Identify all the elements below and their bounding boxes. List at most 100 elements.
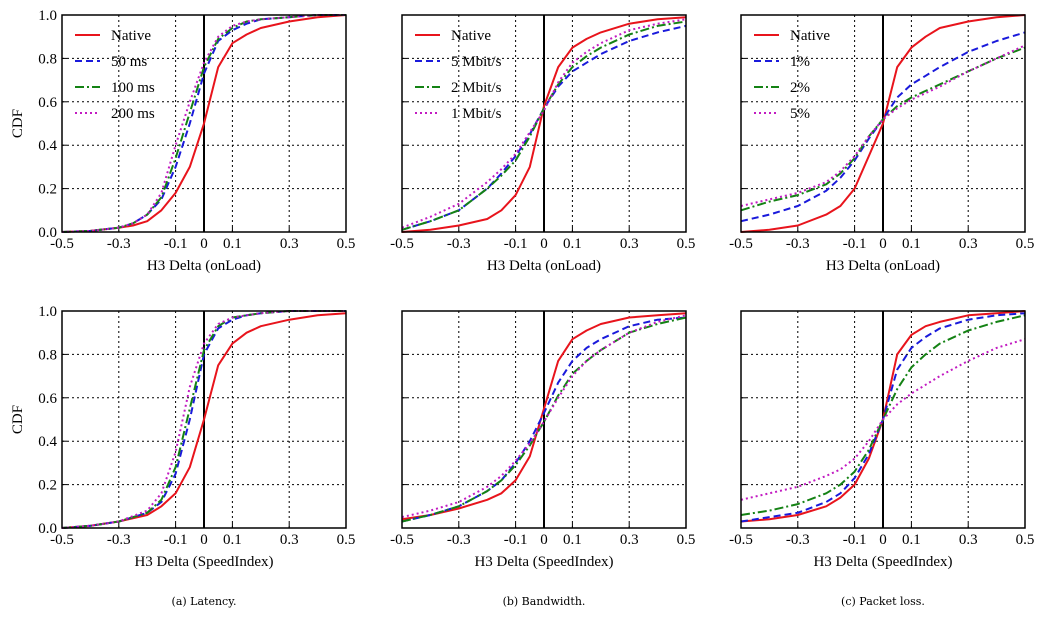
series-line-3 [740,46,1026,212]
series-line-1 [61,14,347,233]
chart-panels: -0.5 -0.3 -0.1 0 0.1 0.3 0.5 0.0 0.2 0.4 0.6 0.8 1.0… [10,8,1034,570]
series-line-3 [401,316,687,523]
x-axis-label: H3 Delta (SpeedIndex) [134,554,273,570]
series-line-4 [401,18,687,229]
x-tick-label: 0.1 [902,236,921,252]
plot-frame [740,14,1026,233]
x-axis-label: H3 Delta (SpeedIndex) [813,554,952,570]
x-tick-label: 0.5 [677,236,696,252]
x-tick-label: -0.3 [447,236,471,252]
y-tick-label: 0.2 [38,182,57,198]
x-axis-label: H3 Delta (SpeedIndex) [474,554,613,570]
x-tick-label: 0.3 [959,532,978,548]
x-tick-label: -0.5 [50,236,74,252]
series-line-1 [740,14,1026,233]
x-tick-label: 0 [540,532,548,548]
x-tick-label: 0.1 [223,236,242,252]
x-tick-label: -0.1 [164,532,188,548]
x-tick-label: 0 [540,236,548,252]
x-tick-label: 0 [879,236,887,252]
chart-panel-5: -0.5 -0.3 -0.1 0 0.1 0.3 0.5 H3 Delta (SpeedInd… [390,310,696,570]
x-tick-label: -0.3 [786,236,810,252]
x-tick-label: 0.1 [223,532,242,548]
y-axis-label: CDF [10,405,26,434]
legend: Native 5 Mbit/s 2 Mbit/s 1 Mbit/s [415,28,502,122]
x-axis-label: H3 Delta (onLoad) [487,258,601,274]
x-tick-label: 0.5 [677,532,696,548]
chart-panel-1: -0.5 -0.3 -0.1 0 0.1 0.3 0.5 0.0 0.2 0.4 0.6 0.8 1.0… [10,8,355,274]
y-tick-label: 0.2 [38,478,57,494]
x-tick-label: -0.5 [50,532,74,548]
legend-label: Native [111,28,151,44]
x-tick-label: -0.3 [447,532,471,548]
x-tick-label: 0 [879,532,887,548]
plot-frame [61,14,347,233]
x-tick-label: 0.3 [620,236,639,252]
legend-label: 200 ms [111,106,155,122]
legend-label: 1% [790,54,810,70]
x-tick-label: -0.3 [107,532,131,548]
plot-frame [740,310,1026,529]
y-tick-label: 1.0 [38,8,57,24]
x-tick-label: -0.5 [390,236,414,252]
x-tick-label: 0.1 [902,532,921,548]
x-tick-label: -0.5 [390,532,414,548]
y-tick-label: 0.4 [38,434,57,450]
x-tick-label: 0.1 [563,236,582,252]
legend-label: 100 ms [111,80,155,96]
chart-panel-2: -0.5 -0.3 -0.1 0 0.1 0.3 0.5 H3 Delta (onLoad) N… [390,14,696,274]
chart-panel-6: -0.5 -0.3 -0.1 0 0.1 0.3 0.5 H3 Delta (SpeedInd… [729,310,1035,570]
x-tick-label: 0.1 [563,532,582,548]
y-tick-label: 1.0 [38,304,57,320]
series-line-4 [61,14,346,233]
y-tick-label: 0.6 [38,95,57,111]
chart-panel-4: -0.5 -0.3 -0.1 0 0.1 0.3 0.5 0.0 0.2 0.4 0.6 0.8 1.0… [10,304,355,570]
x-tick-label: 0 [200,532,208,548]
x-tick-label: 0.3 [959,236,978,252]
series-line-4 [740,44,1026,207]
caption-bandwidth: (b) Bandwidth. [503,595,586,608]
legend-label: 5 Mbit/s [451,54,502,70]
legend-label: Native [451,28,491,44]
y-tick-label: 0.4 [38,138,57,154]
x-tick-label: -0.5 [729,236,753,252]
y-tick-label: 0.6 [38,391,57,407]
caption-packet-loss: (c) Packet loss. [841,595,925,608]
x-tick-label: 0.5 [337,236,356,252]
series-line-4 [740,338,1026,501]
series-line-1 [401,312,687,521]
legend-label: 1 Mbit/s [451,106,502,122]
legend-label: 5% [790,106,810,122]
x-tick-label: 0.5 [1016,532,1035,548]
x-tick-label: -0.1 [504,532,528,548]
x-tick-label: -0.1 [164,236,188,252]
plot-frame [401,310,687,529]
x-tick-label: 0.3 [280,236,299,252]
x-tick-label: -0.1 [843,532,867,548]
series-line-3 [61,14,346,233]
x-tick-label: 0.5 [1016,236,1035,252]
y-tick-label: 0.0 [38,225,57,241]
x-tick-label: -0.3 [107,236,131,252]
y-tick-label: 0.8 [38,347,57,363]
plot-frame [61,310,347,529]
y-axis-label: CDF [10,109,26,138]
x-tick-label: 0.3 [620,532,639,548]
x-axis-label: H3 Delta (onLoad) [826,258,940,274]
x-tick-label: 0 [200,236,208,252]
legend-label: 50 ms [111,54,147,70]
y-tick-label: 0.8 [38,51,57,67]
series-line-1 [401,16,687,233]
caption-latency: (a) Latency. [172,595,237,608]
x-tick-label: -0.3 [786,532,810,548]
x-tick-label: 0.3 [280,532,299,548]
legend-label: Native [790,28,830,44]
series-line-4 [61,310,346,529]
chart-panel-3: -0.5 -0.3 -0.1 0 0.1 0.3 0.5 H3 Delta (onLoad) N… [729,14,1035,274]
x-tick-label: 0.5 [337,532,356,548]
series-line-3 [61,310,346,529]
plot-frame [401,14,687,233]
x-axis-label: H3 Delta (onLoad) [147,258,261,274]
legend-label: 2% [790,80,810,96]
